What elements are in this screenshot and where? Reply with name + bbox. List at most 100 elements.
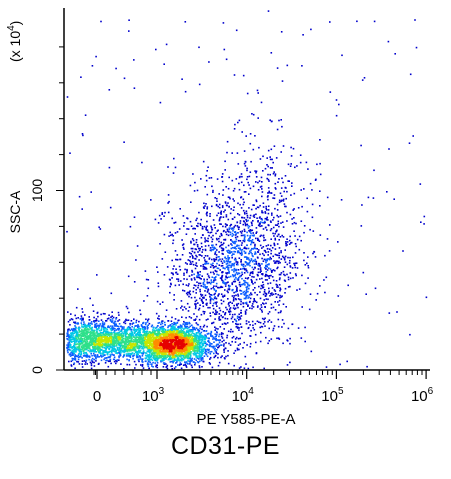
event-dot xyxy=(119,336,122,339)
event-dot xyxy=(212,191,214,193)
event-dot xyxy=(109,327,112,330)
event-dot xyxy=(197,340,200,342)
event-dot xyxy=(205,298,207,301)
event-dot xyxy=(176,358,179,360)
event-dot xyxy=(161,331,164,334)
event-dot xyxy=(247,239,249,242)
event-dot xyxy=(310,28,312,31)
event-dot xyxy=(267,192,269,194)
event-dot xyxy=(208,341,210,343)
event-dot xyxy=(373,169,375,172)
event-dot xyxy=(272,226,275,229)
event-dot xyxy=(122,344,125,347)
event-dot xyxy=(266,263,269,266)
event-dot xyxy=(71,328,73,331)
event-dot xyxy=(116,333,118,336)
event-dot xyxy=(263,220,266,223)
event-dot xyxy=(138,328,141,330)
event-dot xyxy=(144,344,146,346)
event-dot xyxy=(157,329,160,331)
event-dot xyxy=(138,338,141,340)
event-dot xyxy=(183,222,186,224)
event-dot xyxy=(254,245,256,247)
event-dot xyxy=(205,262,208,265)
event-dot xyxy=(142,343,145,345)
event-dot xyxy=(185,322,188,324)
event-dot xyxy=(278,225,280,228)
event-dot xyxy=(209,231,211,234)
event-dot xyxy=(111,335,113,338)
event-dot xyxy=(72,351,75,353)
event-dot xyxy=(88,337,90,339)
event-dot xyxy=(83,333,86,335)
event-dot xyxy=(128,328,131,330)
event-dot xyxy=(96,347,99,350)
event-dot xyxy=(235,285,237,288)
event-dot xyxy=(209,358,211,360)
event-dot xyxy=(137,347,139,349)
event-dot xyxy=(146,363,149,366)
event-dot xyxy=(209,363,211,365)
event-dot xyxy=(267,282,269,285)
event-dot xyxy=(191,359,193,362)
event-dot xyxy=(82,333,85,335)
event-dot xyxy=(279,261,281,264)
event-dot xyxy=(206,273,209,275)
event-dot xyxy=(291,323,294,325)
event-dot xyxy=(76,330,78,333)
event-dot xyxy=(231,295,234,297)
event-dot xyxy=(212,219,215,221)
event-dot xyxy=(123,332,125,335)
event-dot xyxy=(227,231,230,233)
event-dot xyxy=(240,173,243,175)
event-dot xyxy=(198,355,200,357)
event-dot xyxy=(221,323,224,325)
event-dot xyxy=(111,327,113,330)
event-dot xyxy=(201,275,203,277)
event-dot xyxy=(144,323,147,326)
event-dot xyxy=(215,345,217,347)
event-dot xyxy=(172,239,175,242)
event-dot xyxy=(214,355,216,358)
event-dot xyxy=(142,352,145,354)
event-dot xyxy=(226,140,229,143)
event-dot xyxy=(164,330,166,332)
event-dot xyxy=(309,182,312,185)
event-dot xyxy=(218,203,221,206)
event-dot xyxy=(92,304,94,306)
event-dot xyxy=(133,341,135,343)
event-dot xyxy=(223,229,225,232)
event-dot xyxy=(69,152,71,154)
event-dot xyxy=(79,355,81,358)
event-dot xyxy=(95,324,97,327)
event-dot xyxy=(186,334,188,336)
event-dot xyxy=(244,284,246,286)
event-dot xyxy=(93,361,95,364)
event-dot xyxy=(270,238,272,240)
event-dot xyxy=(190,333,193,336)
event-dot xyxy=(217,212,220,214)
event-dot xyxy=(204,205,206,207)
event-dot xyxy=(246,263,248,266)
event-dot xyxy=(148,354,151,356)
event-dot xyxy=(96,319,98,322)
event-dot xyxy=(232,335,235,338)
event-dot xyxy=(294,252,297,254)
event-dot xyxy=(240,207,243,209)
event-dot xyxy=(139,341,142,344)
event-dot xyxy=(167,355,170,358)
event-dot xyxy=(196,352,198,354)
event-dot xyxy=(224,160,226,163)
event-dot xyxy=(167,194,170,196)
event-dot xyxy=(201,337,204,339)
event-dot xyxy=(247,367,250,370)
event-dot xyxy=(236,152,239,154)
event-dot xyxy=(67,342,69,344)
event-dot xyxy=(236,263,238,266)
event-dot xyxy=(229,310,232,313)
event-dot xyxy=(116,335,119,337)
event-dot xyxy=(204,294,207,297)
event-dot xyxy=(183,248,185,250)
event-dot xyxy=(257,274,259,277)
event-dot xyxy=(290,146,292,149)
